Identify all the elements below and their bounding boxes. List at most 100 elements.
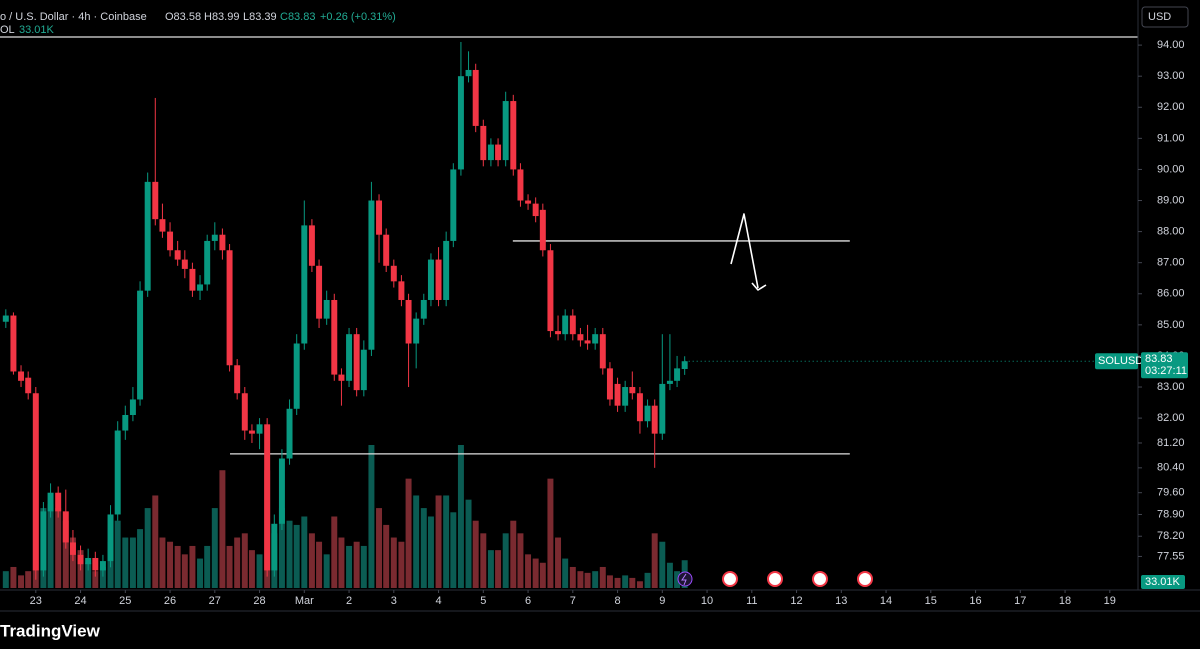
x-tick-label: 6 [525,595,531,607]
candle-body [174,250,181,260]
y-tick-label: 94.00 [1157,39,1185,51]
candle-body [405,299,412,344]
volume-bar [293,524,300,588]
volume-bar [331,516,338,588]
candle-body [129,399,136,415]
candle-body [248,430,255,434]
event-icon[interactable] [722,571,738,587]
ohlc-change: +0.26 (+0.31%) [320,11,396,23]
x-tick-label: 9 [659,595,665,607]
volume-bar [435,495,442,588]
candle-body [666,380,673,384]
volume-bar [427,516,434,588]
volume-bar [622,575,629,588]
candle-body [622,387,629,406]
x-tick-label: 13 [835,595,847,607]
y-tick-label: 87.00 [1157,257,1185,269]
volume-bar [472,520,479,588]
event-icon[interactable] [677,571,693,587]
volume-bar [510,520,517,588]
candle-body [659,383,666,434]
countdown-label: 03:27:11 [1145,365,1187,377]
volume-bar [376,508,383,588]
y-tick-label: 83.00 [1157,381,1185,393]
volume-bar [532,558,539,588]
volume-bar [420,508,427,588]
x-tick-label: 16 [969,595,981,607]
volume-bar [346,545,353,588]
volume-bar [286,520,293,588]
volume-badge [1141,575,1185,589]
candle-body [376,200,383,235]
volume-bar [338,537,345,588]
candle-body [457,76,464,170]
currency-button[interactable] [1141,6,1189,28]
candle-body [539,209,546,251]
volume-bar [555,537,562,588]
y-tick-label: 89.00 [1157,194,1185,206]
candle-body [47,492,54,512]
candle-body [10,315,17,372]
candle-body [338,374,345,381]
candle-body [577,334,584,341]
candle-body [495,144,502,161]
volume-bar [204,545,211,588]
candle-body [189,268,196,291]
volume-bar [256,554,263,588]
ohlc-low: L83.39 [243,11,277,23]
candle-body [569,315,576,335]
y-tick-label: 82.00 [1157,412,1185,424]
candle-body [413,318,420,344]
candle-body [346,334,353,381]
volume-bar [465,499,472,588]
y-tick-label: 78.20 [1157,530,1185,542]
x-tick-label: 10 [701,595,713,607]
candle-body [435,259,442,300]
event-icon[interactable] [767,571,783,587]
volume-bar [219,470,226,588]
symbol-badge [1095,353,1138,370]
candle-body [18,371,25,381]
volume-bar [487,550,494,588]
currency-label: USD [1148,11,1171,23]
candle-body [674,368,681,381]
x-tick-label: 7 [570,595,576,607]
event-icon[interactable] [812,571,828,587]
candle-body [420,299,427,319]
volume-bar [114,520,121,588]
candle-body [264,424,271,571]
volume-bar [353,541,360,588]
candle-body [77,554,84,565]
candle-body [360,349,367,391]
volume-bar [577,571,584,588]
candle-body [636,393,643,422]
candle-body [547,250,554,332]
candle-body [92,557,99,571]
event-icon[interactable] [857,571,873,587]
candle-body [614,383,621,406]
volume-bar [181,554,188,588]
y-tick-label: 90.00 [1157,163,1185,175]
x-tick-label: 11 [746,595,757,607]
candle-body [390,265,397,282]
candle-body [465,69,472,77]
candle-body [681,361,688,369]
y-tick-label: 88.00 [1157,226,1185,238]
x-tick-label: 27 [209,595,221,607]
volume-bar [636,581,643,588]
candle-body [450,169,457,241]
volume-bar [457,445,464,588]
volume-bar [248,550,255,588]
candle-body [181,259,188,269]
volume-bar [584,572,591,588]
x-tick-label: Mar [295,595,314,607]
candle-body [562,315,569,335]
candle-body [472,69,479,126]
candle-body [69,542,76,555]
candle-body [480,125,487,161]
volume-bar [443,495,450,588]
volume-bar [390,537,397,588]
layers [0,36,1138,588]
volume-bar [10,566,17,588]
candle-body [211,234,218,241]
